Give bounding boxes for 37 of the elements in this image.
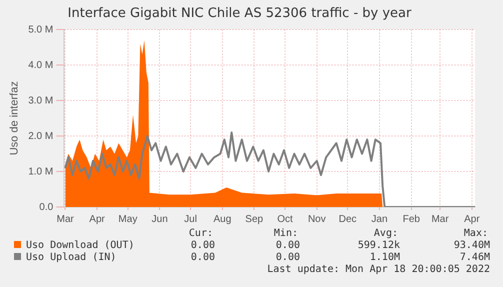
legend-label: Uso Upload (IN): [25, 252, 116, 263]
y-tick-label: 3.0 M: [28, 95, 54, 106]
x-tick-label: Nov: [308, 214, 326, 225]
x-tick-label: Apr: [89, 214, 106, 225]
x-tick-label: Aug: [213, 214, 232, 225]
text: 0.00: [276, 252, 300, 263]
text: 0.00: [276, 240, 300, 251]
text: Max:: [464, 228, 488, 239]
x-tick-label: Apr: [464, 214, 480, 225]
x-tick-label: Sep: [245, 214, 264, 225]
y-tick-label: 0.0: [39, 202, 54, 213]
text: Avg:: [374, 228, 398, 239]
x-tick-label: Feb: [402, 214, 420, 225]
x-tick-label: Mar: [56, 214, 75, 225]
legend-label: Uso Download (OUT): [25, 240, 134, 251]
y-tick-label: 1.0 M: [28, 166, 54, 178]
text: 1.10M: [370, 252, 400, 263]
x-tick-label: Mar: [431, 214, 450, 225]
x-tick-label: Dec: [338, 214, 357, 225]
text: 599.12k: [358, 240, 400, 251]
y-axis-title: Uso de interfaz: [8, 81, 21, 156]
text: Min:: [274, 228, 298, 239]
x-tick-label: Jun: [152, 214, 168, 225]
chart-title: Interface Gigabit NIC Chile AS 52306 traffic - by year: [68, 6, 412, 22]
text: Last update: Mon Apr 18 20:00:05 2022: [267, 264, 490, 275]
x-tick-label: May: [118, 214, 138, 225]
y-tick-label: 4.0 M: [28, 60, 54, 71]
x-tick-label: Jul: [184, 214, 197, 225]
text: 0.00: [190, 252, 215, 263]
x-tick-label: Oct: [277, 214, 294, 225]
text: 93.40M: [454, 240, 490, 251]
y-tick-label: 5.0 M: [28, 24, 54, 36]
text: 0.00: [190, 240, 215, 251]
x-tick-label: Jan: [371, 214, 388, 225]
text: 7.46M: [460, 252, 490, 263]
text: Cur:: [188, 228, 213, 239]
y-tick-label: 2.0 M: [28, 130, 54, 142]
